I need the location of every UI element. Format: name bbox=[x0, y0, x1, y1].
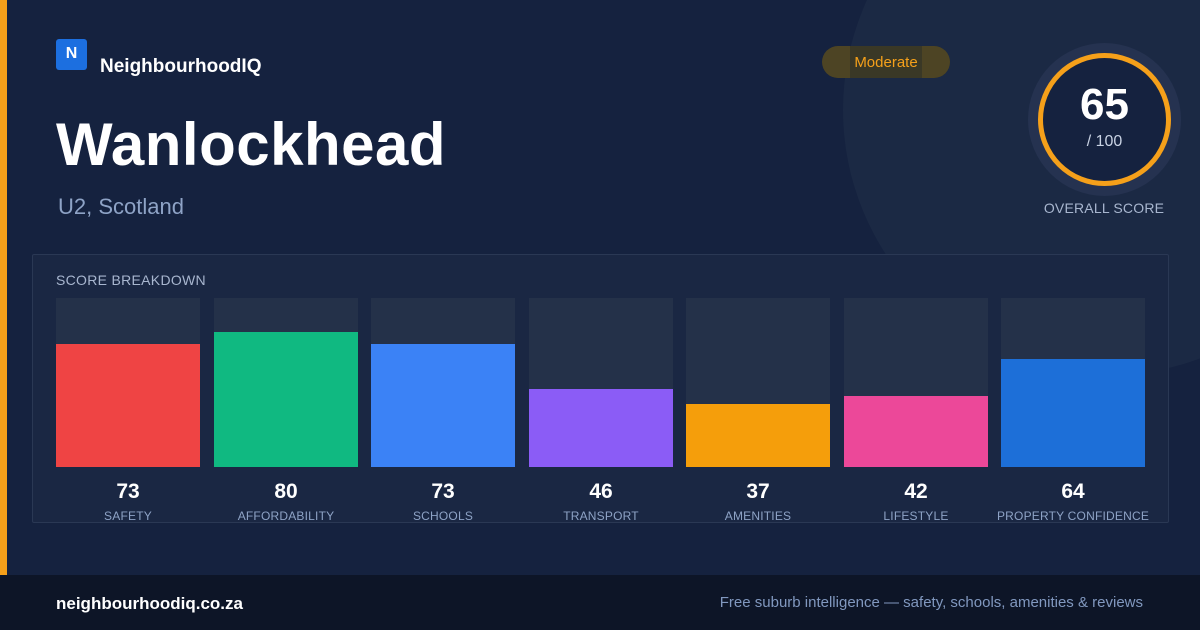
brand-logo-icon: N bbox=[56, 38, 87, 70]
bar-track bbox=[844, 298, 988, 467]
bar-fill bbox=[1001, 359, 1145, 467]
footer-tagline: Free suburb intelligence — safety, schoo… bbox=[719, 594, 1143, 611]
bar-label: SAFETY bbox=[104, 509, 152, 523]
bar-fill bbox=[214, 332, 358, 467]
footer: neighbourhoodiq.co.za Free suburb intell… bbox=[0, 575, 1200, 630]
bar-track bbox=[371, 298, 515, 467]
overall-score-max: / 100 bbox=[1086, 133, 1123, 150]
bar-label: AFFORDABILITY bbox=[237, 509, 335, 523]
breakdown-title: SCORE BREAKDOWN bbox=[56, 272, 206, 288]
bar-value: 64 bbox=[1061, 480, 1085, 503]
breakdown-bar-property-confidence: 64 PROPERTY CONFIDENCE bbox=[997, 298, 1149, 523]
bar-label: SCHOOLS bbox=[412, 509, 474, 523]
rating-badge-label: Moderate bbox=[854, 53, 918, 71]
score-ring-graphic bbox=[1028, 43, 1181, 196]
overall-score-caption: OVERALL SCORE bbox=[1043, 200, 1165, 216]
bar-fill bbox=[56, 344, 200, 467]
accent-bar bbox=[0, 0, 7, 575]
bar-label: PROPERTY CONFIDENCE bbox=[996, 509, 1150, 523]
share-card: N NeighbourhoodIQ Wanlockhead U2, Scotla… bbox=[0, 0, 1181, 575]
bar-track bbox=[56, 298, 200, 467]
breakdown-bar-transport: 46 TRANSPORT bbox=[529, 298, 673, 523]
bar-value: 42 bbox=[904, 480, 928, 503]
bar-track bbox=[529, 298, 673, 467]
bar-value: 37 bbox=[746, 480, 770, 503]
brand: N NeighbourhoodIQ bbox=[56, 38, 262, 78]
breakdown-bar-amenities: 37 AMENITIES bbox=[686, 298, 830, 523]
bar-label: TRANSPORT bbox=[563, 509, 639, 523]
bar-fill bbox=[686, 404, 830, 467]
overall-score-ring: 65 / 100 bbox=[1028, 43, 1181, 196]
page-title: Wanlockhead bbox=[56, 111, 447, 178]
overall-score-value: 65 bbox=[1080, 80, 1129, 129]
bar-label: LIFESTYLE bbox=[883, 509, 949, 523]
place-region: U2, Scotland bbox=[58, 194, 184, 219]
bar-value: 80 bbox=[274, 480, 298, 503]
bar-value: 46 bbox=[589, 480, 613, 503]
breakdown-bars: 73 SAFETY 80 AFFORDABILITY 73 SCHOOLS 46 TRANSP… bbox=[56, 298, 1149, 523]
breakdown-bar-schools: 73 SCHOOLS bbox=[371, 298, 515, 523]
rating-badge: Moderate bbox=[822, 46, 950, 78]
breakdown-bar-lifestyle: 42 LIFESTYLE bbox=[844, 298, 988, 523]
brand-name: NeighbourhoodIQ bbox=[100, 56, 262, 77]
bar-value: 73 bbox=[116, 480, 140, 503]
bar-track bbox=[686, 298, 830, 467]
breakdown-bar-affordability: 80 AFFORDABILITY bbox=[214, 298, 358, 523]
bar-track bbox=[1001, 298, 1145, 467]
bar-value: 73 bbox=[431, 480, 455, 503]
bar-fill bbox=[844, 396, 988, 467]
score-breakdown-panel: SCORE BREAKDOWN 73 SAFETY 80 AFFORDABILITY 7… bbox=[32, 254, 1169, 523]
bar-label: AMENITIES bbox=[724, 509, 792, 523]
breakdown-bar-safety: 73 SAFETY bbox=[56, 298, 200, 523]
footer-url[interactable]: neighbourhoodiq.co.za bbox=[56, 594, 243, 613]
bar-fill bbox=[529, 389, 673, 467]
bar-fill bbox=[371, 344, 515, 467]
bar-track bbox=[214, 298, 358, 467]
